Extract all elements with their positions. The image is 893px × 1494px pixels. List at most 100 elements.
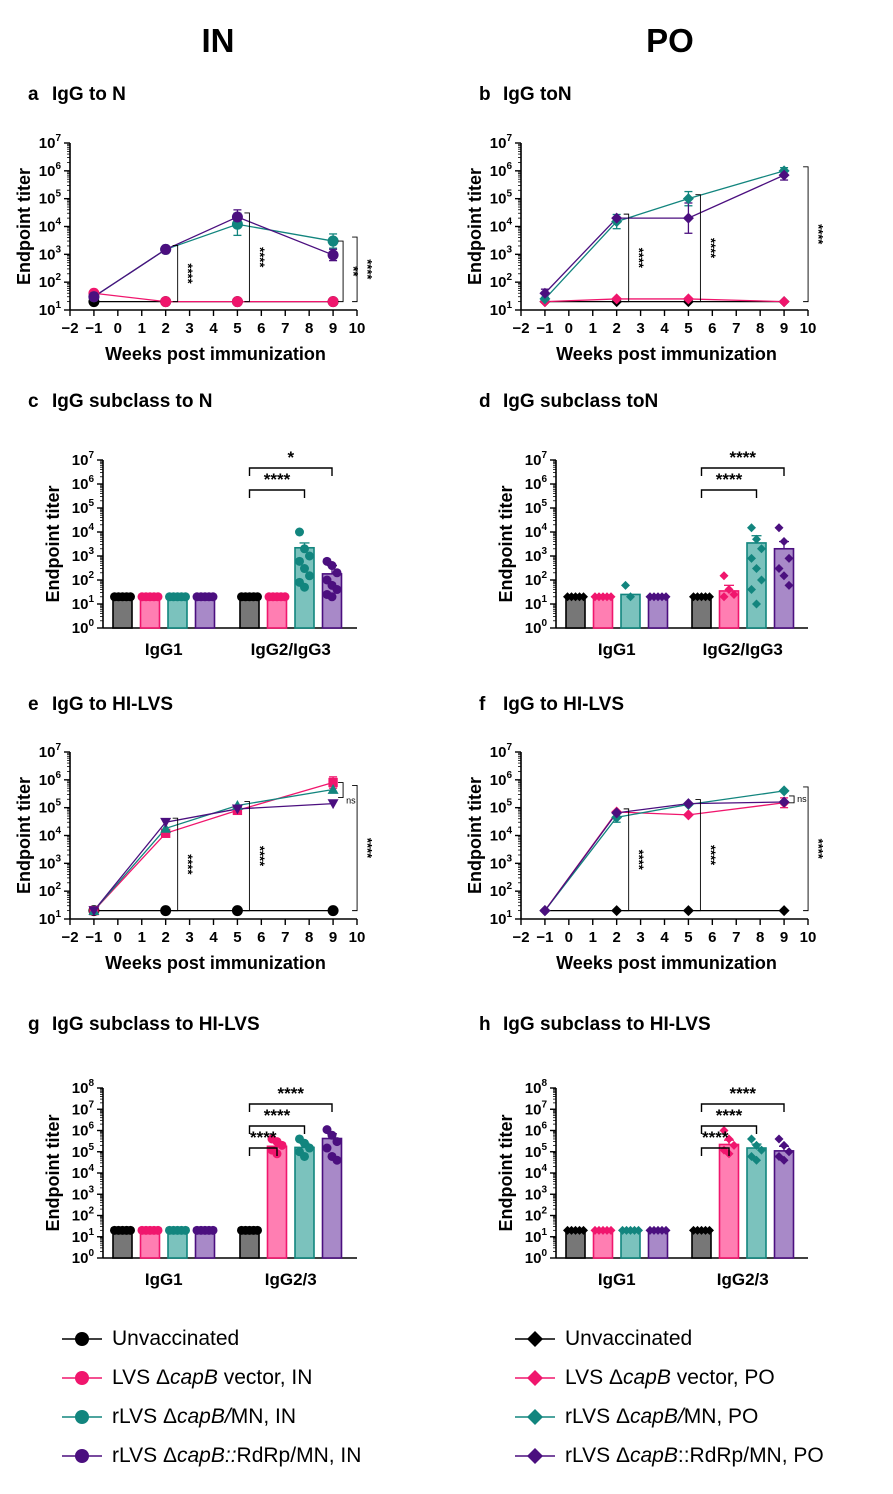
category-label: IgG1 xyxy=(598,1270,636,1289)
y-tick-label: 103 xyxy=(525,1184,548,1203)
series-line-mn xyxy=(544,170,785,300)
y-tick-label: 104 xyxy=(525,1163,548,1182)
category-label: IgG1 xyxy=(145,640,183,659)
x-axis-label: Weeks post immunization xyxy=(105,953,326,973)
x-axis-label: Weeks post immunization xyxy=(105,344,326,364)
data-point-rdrp xyxy=(327,1130,337,1140)
y-tick-label: 103 xyxy=(72,1184,95,1203)
significance-label: **** xyxy=(632,248,647,269)
data-point-mn xyxy=(181,1225,190,1235)
y-axis-label: Endpoint titer xyxy=(43,486,63,603)
panel-title: IgG subclass toN xyxy=(503,391,658,412)
y-tick-label: 106 xyxy=(72,474,95,493)
panel-c: c IgG subclass to N 100 101 102 103 104 105 106 1… xyxy=(28,391,357,659)
data-point-unvaccinated xyxy=(160,905,172,917)
significance-label: **** xyxy=(360,838,375,859)
series-line-rdrp xyxy=(544,801,785,912)
y-tick-label: 107 xyxy=(490,133,513,152)
y-tick-label: 107 xyxy=(39,742,62,761)
significance-bracket xyxy=(700,489,758,498)
x-tick-label: 1 xyxy=(589,320,597,337)
legend-label: rLVS ΔcapB/MN, PO xyxy=(565,1405,759,1428)
significance-label: **** xyxy=(360,259,375,280)
significance-label: **** xyxy=(730,448,757,467)
column-header-right: PO xyxy=(646,22,694,59)
significance-label: **** xyxy=(250,1128,277,1147)
panel-letter: d xyxy=(479,391,491,412)
significance-label: ns xyxy=(346,796,356,806)
data-point-rdrp xyxy=(231,804,243,815)
legend-label: rLVS ΔcapB/MN, IN xyxy=(112,1405,297,1428)
significance-label: **** xyxy=(703,845,718,866)
series-line-vector xyxy=(544,802,785,912)
y-tick-label: 102 xyxy=(525,570,548,589)
y-tick-label: 105 xyxy=(39,189,62,208)
significance-bracket xyxy=(248,489,306,498)
legend-label: Unvaccinated xyxy=(565,1327,693,1350)
bar-unvaccinated xyxy=(112,595,133,629)
y-tick-label: 104 xyxy=(39,826,62,845)
significance-bracket xyxy=(248,1147,278,1156)
data-point-rdrp xyxy=(327,799,339,810)
bar-vector xyxy=(592,595,614,629)
data-point-vector xyxy=(611,293,623,305)
y-tick-label: 100 xyxy=(72,1248,95,1267)
data-point-mn xyxy=(160,822,172,833)
y-axis-label: Endpoint titer xyxy=(465,777,485,894)
legend-item-mn: rLVS ΔcapB/MN, IN xyxy=(60,1404,296,1430)
significance-bracket xyxy=(338,782,344,799)
data-point-rdrp xyxy=(231,211,243,223)
data-point-rdrp xyxy=(779,571,789,581)
panel-title: IgG subclass to HI-LVS xyxy=(52,1014,260,1035)
y-tick-label: 105 xyxy=(39,798,62,817)
significance-label: **** xyxy=(278,1084,305,1103)
data-point-unvaccinated xyxy=(682,905,694,917)
y-tick-label: 105 xyxy=(525,498,548,517)
data-point-mn xyxy=(752,534,761,544)
y-tick-label: 106 xyxy=(39,161,62,180)
data-point-mn xyxy=(295,556,304,566)
series-line-rdrp xyxy=(93,216,334,298)
significance-label: **** xyxy=(181,854,196,875)
data-point-unvaccinated xyxy=(579,592,588,602)
legend-label: LVS ΔcapB vector, PO xyxy=(565,1366,775,1389)
significance-label: **** xyxy=(811,224,826,245)
data-point-unvaccinated xyxy=(705,592,714,602)
significance-label: **** xyxy=(252,247,267,268)
legend-swatch-icon xyxy=(62,1449,102,1463)
y-tick-label: 101 xyxy=(39,300,62,319)
series-line-rdrp xyxy=(544,174,785,294)
series-line-rdrp xyxy=(93,802,334,912)
y-tick-label: 102 xyxy=(72,570,95,589)
data-point-rdrp xyxy=(327,592,337,602)
y-axis-label: Endpoint titer xyxy=(465,168,485,285)
data-point-mn xyxy=(300,564,309,574)
panel-title: IgG toN xyxy=(503,84,572,105)
y-tick-label: 105 xyxy=(72,1142,95,1161)
x-tick-label: 0 xyxy=(114,320,122,337)
data-point-rdrp xyxy=(682,798,694,810)
significance-bracket xyxy=(803,786,809,912)
y-tick-label: 104 xyxy=(72,522,95,541)
data-point-rdrp xyxy=(784,580,794,590)
y-tick-label: 102 xyxy=(39,881,62,900)
y-tick-label: 106 xyxy=(525,474,548,493)
x-tick-label: 7 xyxy=(732,929,740,946)
x-tick-label: 4 xyxy=(209,320,218,337)
x-tick-label: 0 xyxy=(565,929,573,946)
significance-bracket xyxy=(352,785,358,912)
data-point-vector xyxy=(153,592,163,602)
significance-bracket xyxy=(172,244,179,303)
data-point-mn xyxy=(747,1134,756,1144)
data-point-mn xyxy=(295,527,304,537)
data-point-rdrp xyxy=(774,564,784,574)
data-point-mn xyxy=(747,523,756,533)
x-tick-label: 4 xyxy=(660,929,669,946)
panel-letter: f xyxy=(479,694,486,715)
legend-item-unvaccinated: Unvaccinated xyxy=(513,1326,692,1352)
data-point-vector xyxy=(729,1140,739,1150)
data-point-rdrp xyxy=(332,585,342,595)
y-tick-label: 102 xyxy=(72,1206,95,1225)
